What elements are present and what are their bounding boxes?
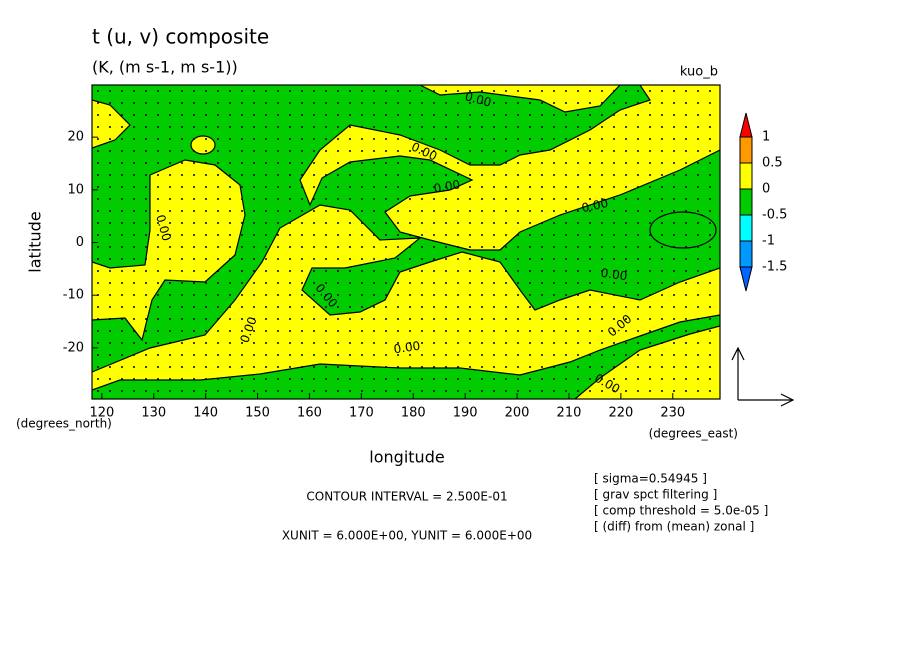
notes: [ sigma=0.54945 ] [ grav spct filtering ]… (594, 472, 768, 534)
x-tick-label: 130 (141, 406, 166, 421)
x-tick-label: 190 (453, 406, 478, 421)
colorbar-box (739, 188, 753, 216)
y-tick-label: -20 (63, 340, 84, 355)
x-tick-label: 150 (245, 406, 270, 421)
colorbar-box (739, 136, 753, 164)
x-tick-label: 200 (505, 406, 530, 421)
plot-frame (91, 84, 721, 400)
run-label: kuo_b (680, 65, 718, 80)
colorbar-triangle (739, 112, 753, 138)
y-unit: (degrees_north) (16, 417, 112, 431)
colorbar-box (739, 240, 753, 268)
contour-label: 0.00 (463, 89, 492, 109)
contour-map (92, 85, 720, 399)
y-tick-label: 10 (67, 182, 84, 197)
colorbar-box (739, 162, 753, 190)
note: [ (diff) from (mean) zonal ] (594, 520, 754, 534)
reference-vector (731, 346, 795, 407)
x-tick-label: 210 (557, 406, 582, 421)
colorbar-triangle (739, 266, 753, 292)
y-axis-label: latitude (26, 211, 45, 272)
x-tick-label: 230 (660, 406, 685, 421)
colorbar-label: -1.5 (762, 260, 787, 275)
colorbar-label: 0 (762, 182, 770, 197)
y-tick-label: 20 (67, 130, 84, 145)
x-tick-label: 120 (89, 406, 114, 421)
vector-units: XUNIT = 6.000E+00, YUNIT = 6.000E+00 (282, 529, 532, 543)
colorbar-label: -1 (762, 234, 775, 249)
y-tick-label: -10 (63, 288, 84, 303)
x-axis-label: longitude (369, 448, 444, 467)
note: [ comp threshold = 5.0e-05 ] (594, 504, 768, 518)
x-tick-label: 170 (349, 406, 374, 421)
colorbar-label: -0.5 (762, 208, 787, 223)
colorbar-label: 1 (762, 130, 770, 145)
contour-label: 0.00 (580, 196, 609, 215)
subtitle: (K, (m s-1, m s-1)) (92, 58, 238, 77)
vector-field (92, 85, 720, 399)
contour-label: 0.00 (153, 213, 173, 242)
contour-label: 0.00 (393, 339, 421, 357)
y-tick-label: 0 (76, 235, 84, 250)
x-tick-label: 140 (193, 406, 218, 421)
colorbar-box (739, 214, 753, 242)
note: [ sigma=0.54945 ] (594, 472, 707, 486)
contour-label: 0.00 (433, 177, 462, 195)
x-tick-label: 220 (608, 406, 633, 421)
x-tick-label: 180 (401, 406, 426, 421)
note: [ grav spct filtering ] (594, 488, 717, 502)
colorbar-label: 0.5 (762, 156, 783, 171)
title: t (u, v) composite (92, 25, 269, 49)
x-unit: (degrees_east) (649, 427, 738, 441)
contour-interval: CONTOUR INTERVAL = 2.500E-01 (306, 490, 507, 504)
x-tick-label: 160 (297, 406, 322, 421)
contour-label: 0.00 (600, 266, 628, 284)
